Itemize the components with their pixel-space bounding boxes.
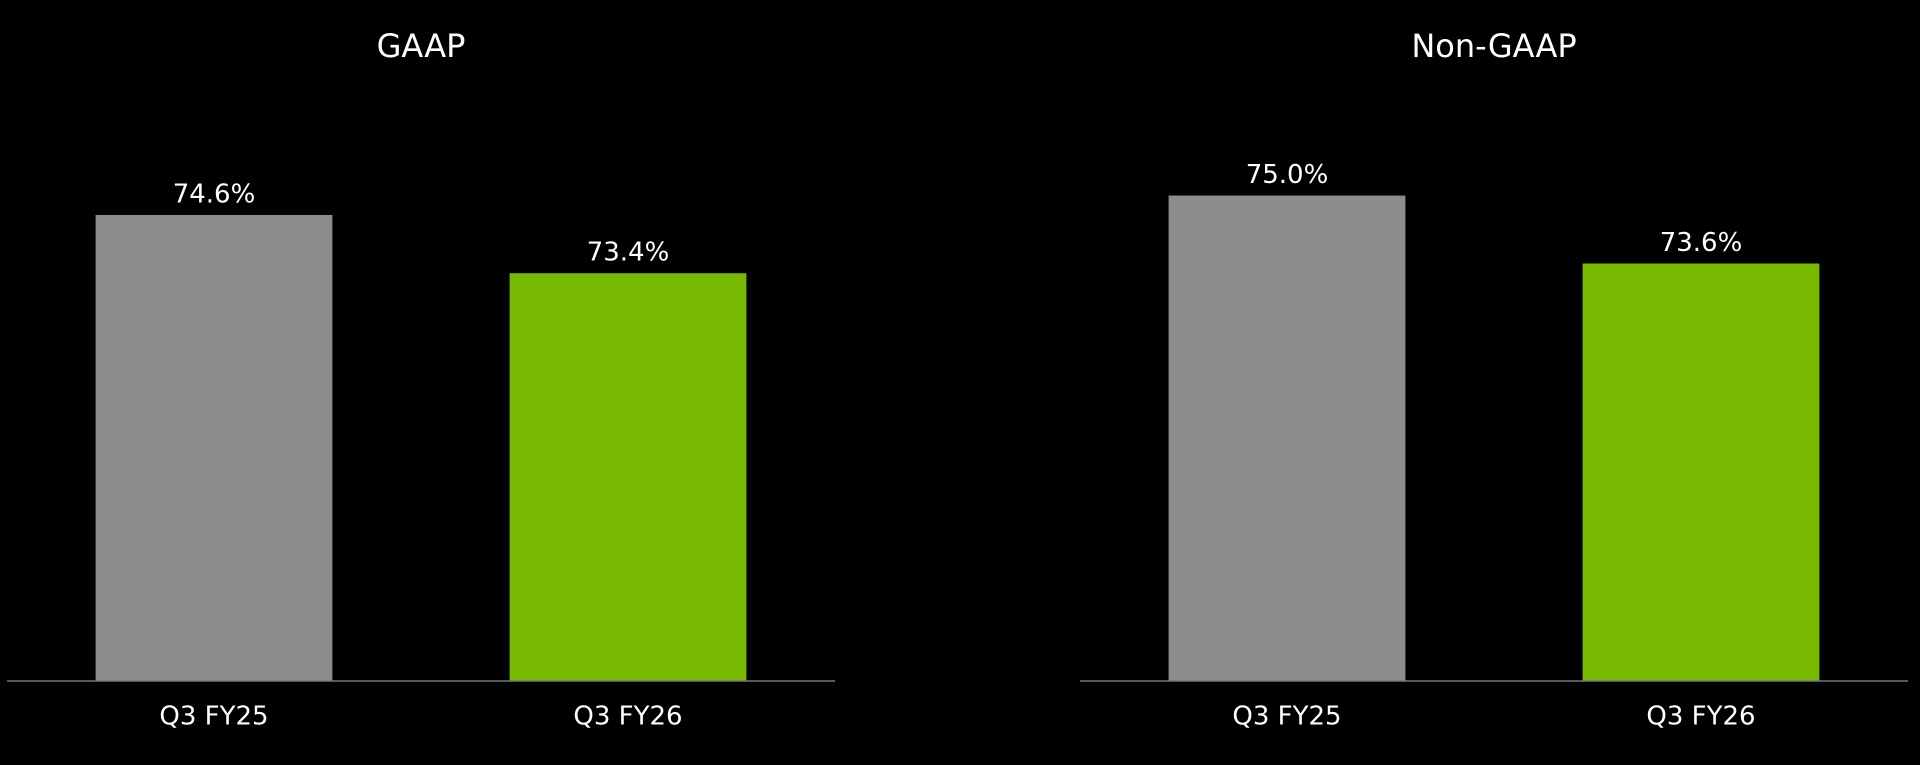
bar bbox=[509, 273, 747, 681]
x-tick-label: Q3 FY25 bbox=[1232, 702, 1341, 732]
value-label: 73.6% bbox=[1660, 228, 1743, 258]
bar bbox=[1582, 263, 1820, 681]
value-label: 74.6% bbox=[173, 179, 256, 209]
bar bbox=[1168, 195, 1406, 681]
x-tick-label: Q3 FY25 bbox=[159, 702, 268, 732]
x-tick-label: Q3 FY26 bbox=[573, 702, 682, 732]
x-tick-label: Q3 FY26 bbox=[1646, 702, 1755, 732]
value-label: 73.4% bbox=[587, 238, 670, 268]
chart-title: GAAP bbox=[377, 27, 466, 65]
chart-title: Non-GAAP bbox=[1411, 27, 1576, 65]
bar bbox=[95, 214, 333, 682]
value-label: 75.0% bbox=[1246, 160, 1329, 190]
